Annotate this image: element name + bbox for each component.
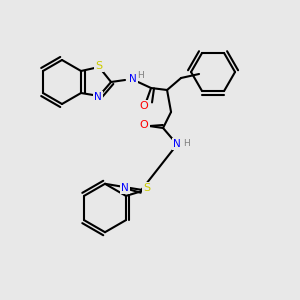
Text: H: H (183, 140, 189, 148)
Text: N: N (173, 139, 181, 149)
Text: S: S (143, 183, 151, 193)
Text: O: O (140, 120, 148, 130)
Text: O: O (140, 101, 148, 111)
Text: N: N (129, 74, 137, 84)
Text: N: N (94, 92, 102, 102)
Text: N: N (121, 183, 129, 193)
Text: S: S (95, 61, 103, 71)
Text: H: H (137, 70, 143, 80)
